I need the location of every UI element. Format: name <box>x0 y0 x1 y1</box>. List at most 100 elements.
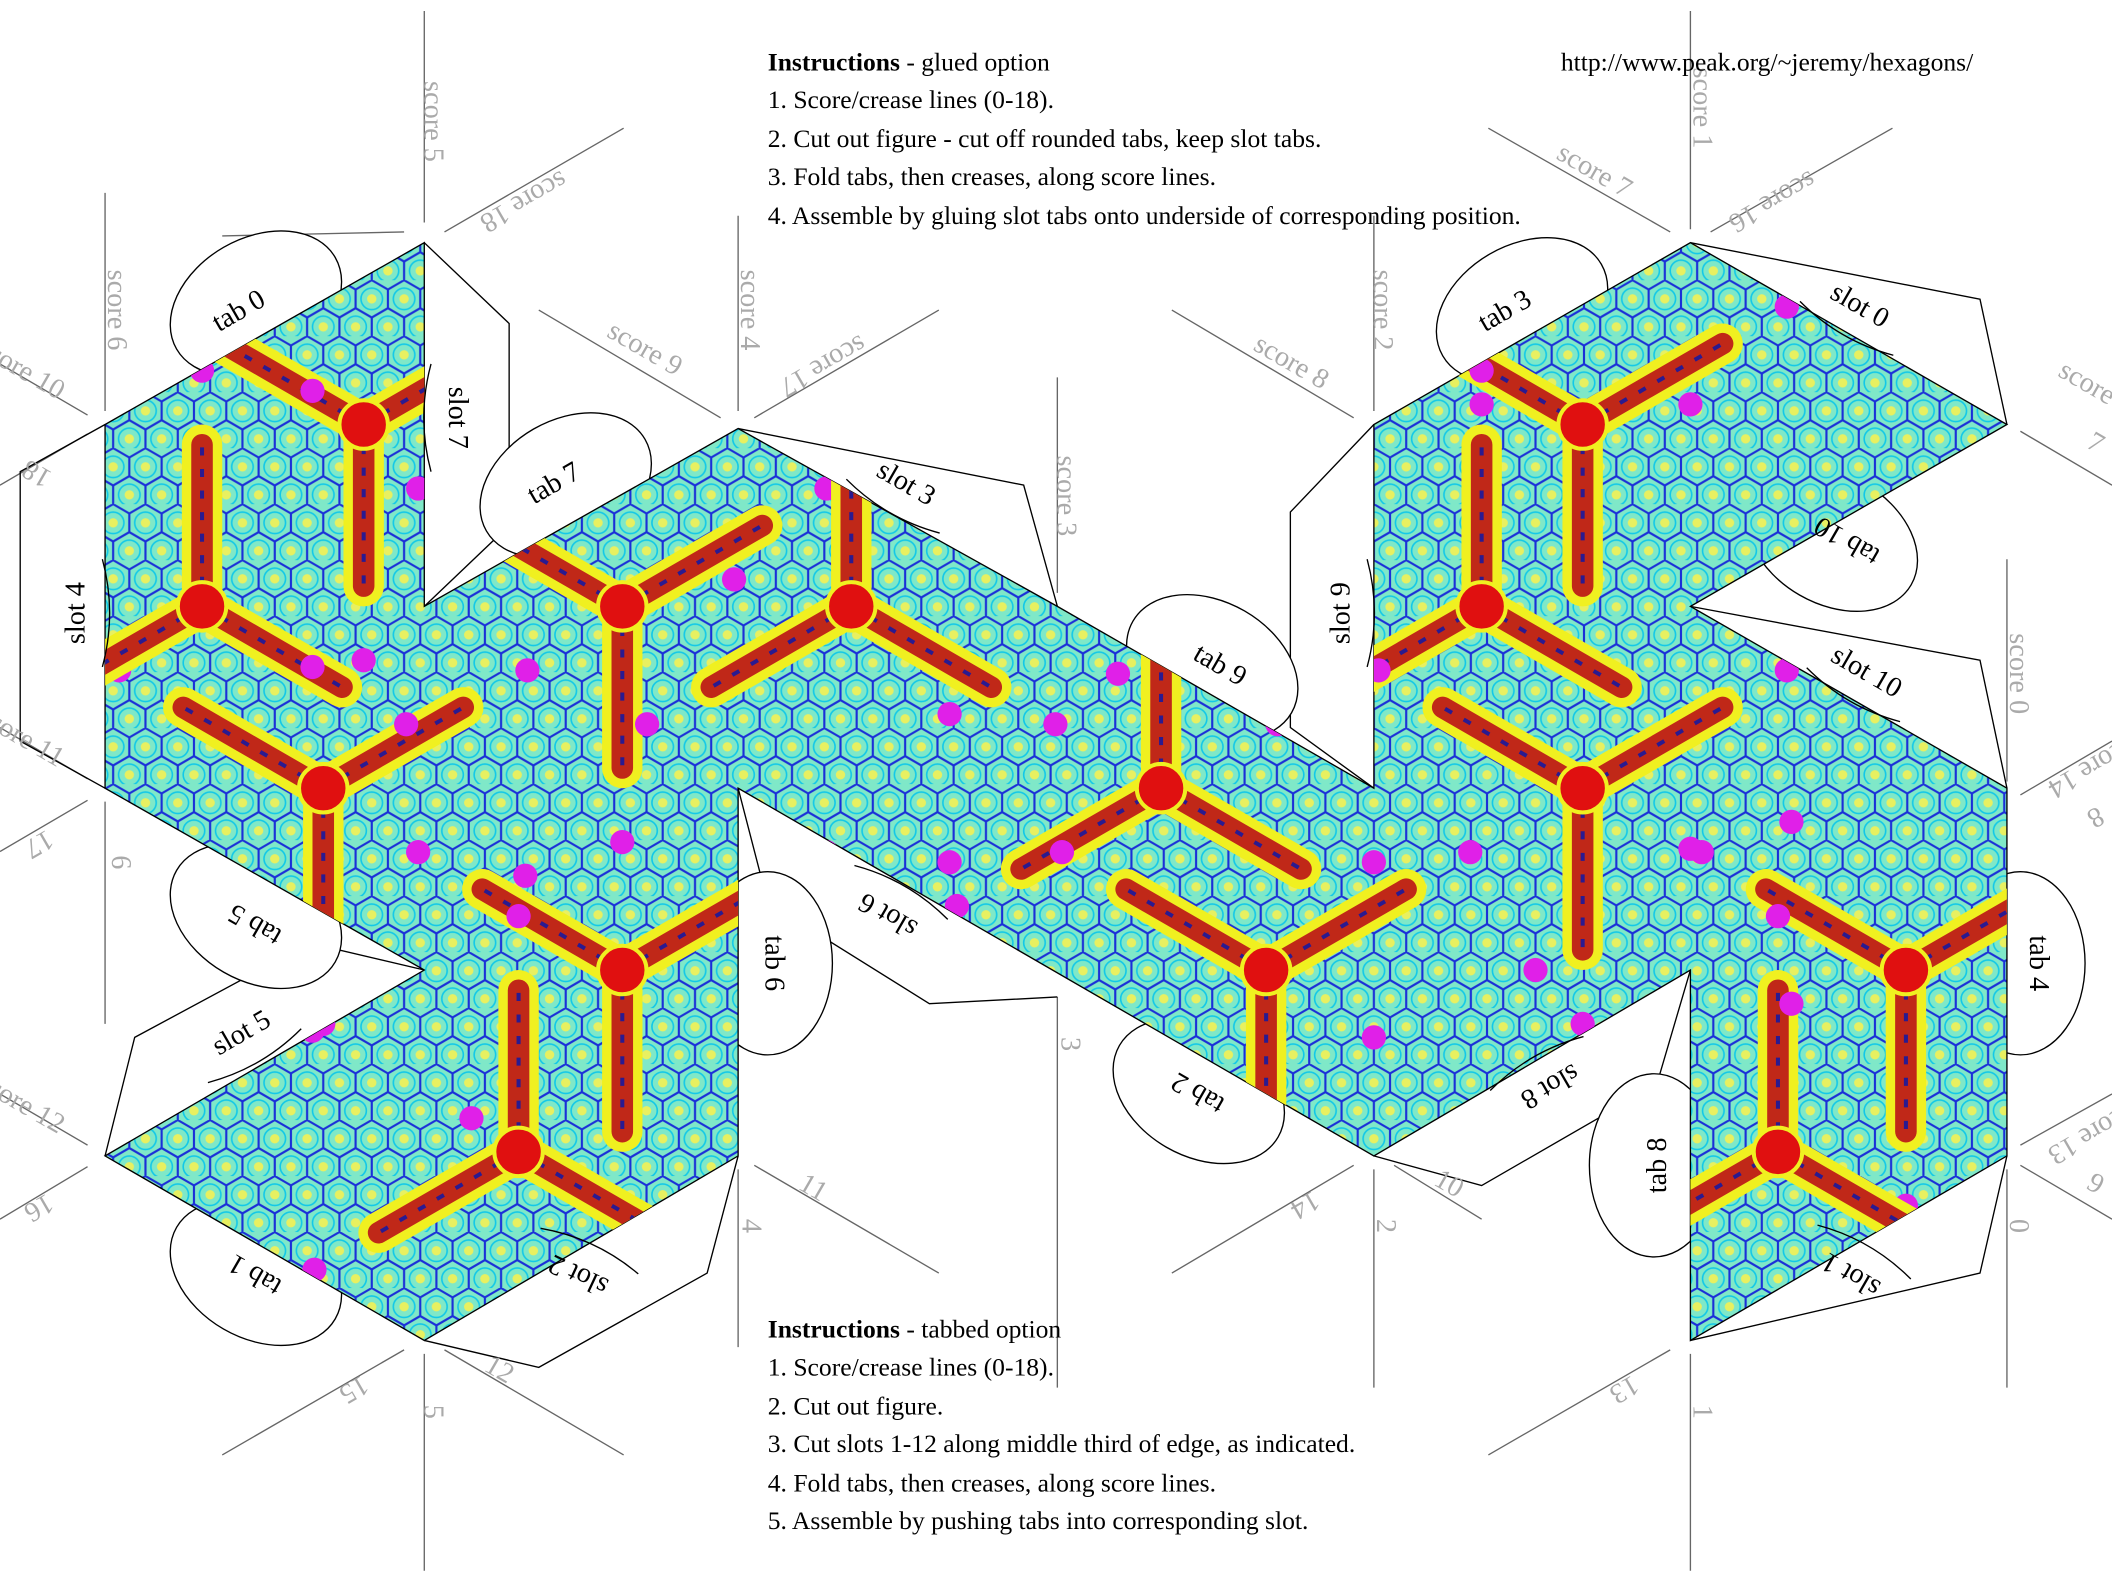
heading-word: Instructions <box>768 1315 900 1344</box>
hub <box>825 580 878 633</box>
node <box>1361 1025 1386 1050</box>
band-core <box>1581 705 1724 790</box>
node <box>1254 1193 1279 1218</box>
slot-label: slot 7 <box>442 387 473 449</box>
band-core <box>1125 887 1268 972</box>
band-core <box>1581 341 1724 427</box>
node <box>513 863 538 888</box>
node <box>944 893 970 919</box>
tab-label: tab 8 <box>1642 1137 1673 1193</box>
score-label: 10 <box>1429 1163 1469 1204</box>
node <box>515 658 540 683</box>
hub <box>1556 398 1609 451</box>
band-core <box>621 523 764 609</box>
heading-mode: - tabbed option <box>906 1315 1061 1344</box>
heading: Instructions - tabbed option <box>768 1315 1062 1344</box>
node <box>1765 904 1791 929</box>
score-label: 16 <box>19 1187 59 1228</box>
hub <box>1879 943 1933 997</box>
score-label: 9 <box>2082 1167 2110 1201</box>
node <box>406 476 431 501</box>
instructions-glued: Instructions - glued option 1. Score/cre… <box>768 47 1521 230</box>
step: 4. Assemble by gluing slot tabs onto und… <box>768 201 1521 230</box>
hub <box>1751 1125 1805 1179</box>
band-core <box>1265 887 1408 972</box>
node <box>1561 1257 1586 1282</box>
score-label: 3 <box>1055 1037 1086 1051</box>
hub <box>1556 761 1609 815</box>
slot-arrow <box>101 559 111 668</box>
score-label: 5 <box>418 1405 449 1419</box>
score-label: 4 <box>735 1219 766 1233</box>
node <box>300 1018 325 1043</box>
hub <box>1455 580 1508 633</box>
node <box>814 840 839 865</box>
hub <box>337 398 390 451</box>
score-label: score 1 <box>1686 68 1717 149</box>
slot-label: slot 6 <box>853 886 922 944</box>
step: 4. Fold tabs, then creases, along score … <box>768 1468 1216 1497</box>
heading-word: Instructions <box>768 47 900 76</box>
band-core <box>1480 604 1623 689</box>
score-label: score 18 <box>475 164 573 238</box>
slot-label: slot 2 <box>544 1248 613 1302</box>
node <box>1779 991 1804 1016</box>
band-core <box>1160 786 1303 871</box>
score-label: score 14 <box>2043 730 2112 804</box>
band-core <box>377 1150 520 1235</box>
score-label: 1 <box>1686 1405 1717 1419</box>
slot-arrow <box>540 1227 639 1275</box>
node <box>1678 836 1703 861</box>
node <box>1049 840 1075 865</box>
score-label: score 2 <box>1367 270 1398 351</box>
score-label: 17 <box>19 823 59 864</box>
score-label: 13 <box>1604 1369 1644 1410</box>
node <box>937 701 962 727</box>
slot-label: slot 9 <box>1325 582 1356 644</box>
score-label: score 16 <box>1723 164 1821 238</box>
node <box>1570 1011 1595 1037</box>
node <box>1361 850 1386 875</box>
band-core <box>710 604 853 689</box>
score-label: score 15 <box>2053 355 2112 429</box>
band-core <box>1764 887 1907 972</box>
score-label: 2 <box>1370 1219 1401 1233</box>
score-label: score 17 <box>774 328 872 402</box>
band-core <box>1776 1150 1919 1235</box>
node <box>1523 957 1548 983</box>
node <box>1366 658 1391 683</box>
slot-arrow <box>1366 559 1376 668</box>
tab-label: tab 4 <box>2023 935 2054 991</box>
node <box>506 904 531 929</box>
hub <box>596 580 649 633</box>
score-label: score 4 <box>734 270 765 351</box>
node <box>1779 809 1804 834</box>
score-label: 15 <box>334 1369 374 1410</box>
hub <box>1239 943 1293 997</box>
score-lines <box>0 11 2112 1571</box>
node <box>1774 294 1799 319</box>
slot-arrow <box>1799 300 1894 356</box>
slot-label: slot 5 <box>207 1004 276 1062</box>
step: 2. Cut out figure - cut off rounded tabs… <box>768 124 1322 153</box>
step: 1. Score/crease lines (0-18). <box>768 85 1054 114</box>
hub <box>596 943 649 997</box>
node <box>721 567 747 592</box>
node <box>2098 840 2112 864</box>
slot-arrow <box>1806 667 1901 723</box>
slot-arrow <box>207 1028 302 1084</box>
node <box>555 294 580 319</box>
slot-arrow <box>1817 1224 1912 1280</box>
hub <box>175 580 229 633</box>
tab-label: tab 6 <box>758 935 789 991</box>
node <box>1458 840 1483 865</box>
step: 3. Fold tabs, then creases, along score … <box>768 162 1216 191</box>
slot-label: slot 3 <box>872 454 941 512</box>
node <box>610 829 635 855</box>
node <box>300 378 325 403</box>
score-label: score 0 <box>2003 633 2034 714</box>
hub <box>1134 761 1188 815</box>
slot-arrow <box>423 363 432 472</box>
score-label: score 6 <box>101 270 132 351</box>
